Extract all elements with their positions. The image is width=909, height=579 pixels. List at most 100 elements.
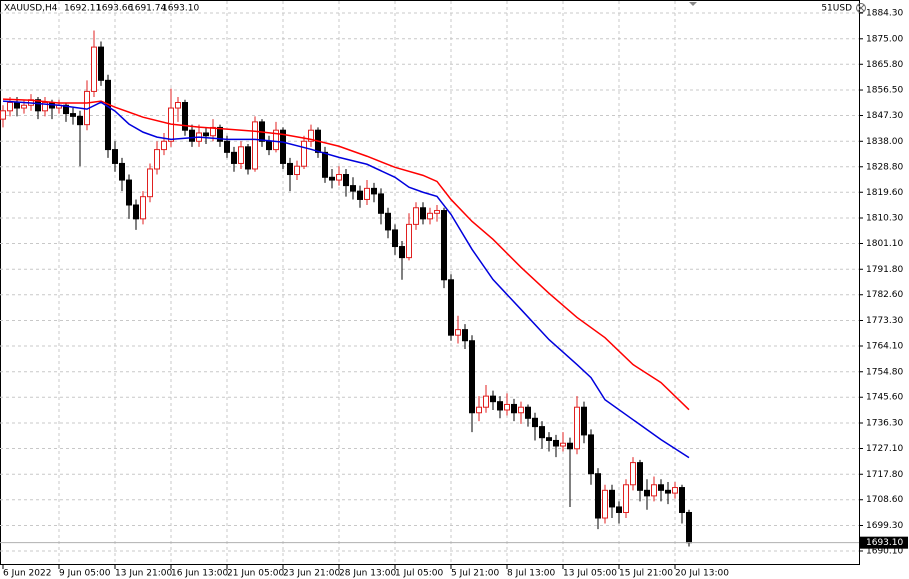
ohlc-open: 1692.11 <box>64 4 101 14</box>
candle-body <box>91 46 97 92</box>
candle-body <box>623 484 629 513</box>
shift-marker <box>689 2 697 6</box>
candle-body <box>462 329 468 342</box>
x-tick-label: 9 Jun 05:00 <box>59 569 111 579</box>
y-tick-label: 1773.30 <box>866 316 903 326</box>
candle-body <box>595 473 601 519</box>
y-tick-label: 1856.50 <box>866 86 903 96</box>
candle-body <box>329 176 335 181</box>
candle-body <box>490 395 496 403</box>
current-price-box <box>860 536 908 549</box>
candle-body <box>21 104 27 109</box>
candle-body <box>637 462 643 491</box>
candle-body <box>483 395 489 408</box>
candle-body <box>469 340 475 414</box>
y-tick-label: 1699.30 <box>866 521 903 531</box>
candle-body <box>35 99 41 112</box>
y-tick-label: 1791.80 <box>866 265 903 275</box>
candle-body <box>336 174 342 181</box>
y-tick-label: 1727.10 <box>866 444 903 454</box>
x-tick-label: 16 Jun 13:00 <box>171 569 228 579</box>
x-tick-label: 28 Jun 13:00 <box>339 569 396 579</box>
candle-body <box>182 101 188 131</box>
candle-body <box>420 207 426 220</box>
candle-body <box>448 279 454 336</box>
candle-body <box>189 129 195 142</box>
candle-body <box>175 101 181 109</box>
x-tick-label: 21 Jun 05:00 <box>227 569 284 579</box>
candle-body <box>308 129 314 142</box>
x-tick-label: 5 Jul 21:00 <box>451 569 500 579</box>
candle-body <box>476 406 482 414</box>
y-tick-label: 1801.10 <box>866 239 903 249</box>
x-tick-label: 6 Jun 2022 <box>3 569 51 579</box>
candle-body <box>7 101 13 112</box>
candle-body <box>588 434 594 475</box>
candle-body <box>399 246 405 259</box>
candle-body <box>553 439 559 447</box>
current-price-label: 1693.10 <box>866 538 903 548</box>
candle-body <box>581 406 587 436</box>
candle-body <box>252 121 258 170</box>
y-tick-label: 1754.80 <box>866 367 903 377</box>
y-tick-label: 1810.30 <box>866 214 903 224</box>
candle-body <box>616 506 622 513</box>
y-tick-label: 1717.80 <box>866 470 903 480</box>
candle-body <box>133 204 139 220</box>
y-tick-label: 1875.00 <box>866 34 903 44</box>
moving-average-line <box>2 98 690 411</box>
candle-body <box>371 187 377 195</box>
y-tick-label: 1847.30 <box>866 111 903 121</box>
x-tick-label: 23 Jun 21:00 <box>283 569 340 579</box>
candle-body <box>77 115 83 126</box>
candle-body <box>350 185 356 192</box>
candle-body <box>378 193 384 214</box>
x-tick-label: 8 Jul 13:00 <box>507 569 556 579</box>
candle-body <box>686 511 692 544</box>
candle-body <box>455 329 461 336</box>
x-tick-label: 20 Jul 13:00 <box>675 569 729 579</box>
candle-body <box>546 437 552 441</box>
candle-body <box>672 487 678 494</box>
candle-body <box>203 132 209 137</box>
y-tick-label: 1745.60 <box>866 393 903 403</box>
close-icon[interactable] <box>856 3 866 13</box>
y-tick-label: 1838.00 <box>866 137 903 147</box>
candle-body <box>497 401 503 411</box>
candle-body <box>427 212 433 220</box>
candle-body <box>434 210 440 214</box>
candle-body <box>245 146 251 170</box>
candle-body <box>539 426 545 439</box>
candle-body <box>98 46 104 81</box>
candle-body <box>567 442 573 450</box>
candle-body <box>392 229 398 248</box>
x-tick-label: 15 Jul 21:00 <box>619 569 673 579</box>
candle-body <box>217 126 223 142</box>
y-tick-label: 1736.30 <box>866 419 903 429</box>
candle-body <box>343 174 349 187</box>
candle-body <box>413 207 419 225</box>
candle-body <box>532 417 538 428</box>
candle-body <box>385 212 391 231</box>
candle-body <box>406 223 412 259</box>
y-tick-label: 1764.10 <box>866 341 903 351</box>
candle-body <box>70 113 76 117</box>
ohlc-low: 1691.74 <box>129 4 166 14</box>
candle-body <box>42 101 48 112</box>
x-tick-label: 1 Jul 05:00 <box>395 569 444 579</box>
symbol: XAUUSD,H4 <box>4 4 58 14</box>
candle-body <box>609 489 615 508</box>
candle-body <box>147 168 153 198</box>
candle-body <box>119 162 125 181</box>
candle-body <box>357 190 363 200</box>
moving-average-line <box>2 100 690 459</box>
candle-body <box>525 406 531 419</box>
candle-body <box>154 149 160 170</box>
y-tick-label: 1865.80 <box>866 60 903 70</box>
y-tick-label: 1782.60 <box>866 290 903 300</box>
candle-body <box>322 151 328 178</box>
candle-body <box>441 210 447 281</box>
candle-body <box>630 462 636 486</box>
candle-body <box>14 101 20 109</box>
candle-body <box>602 489 608 519</box>
